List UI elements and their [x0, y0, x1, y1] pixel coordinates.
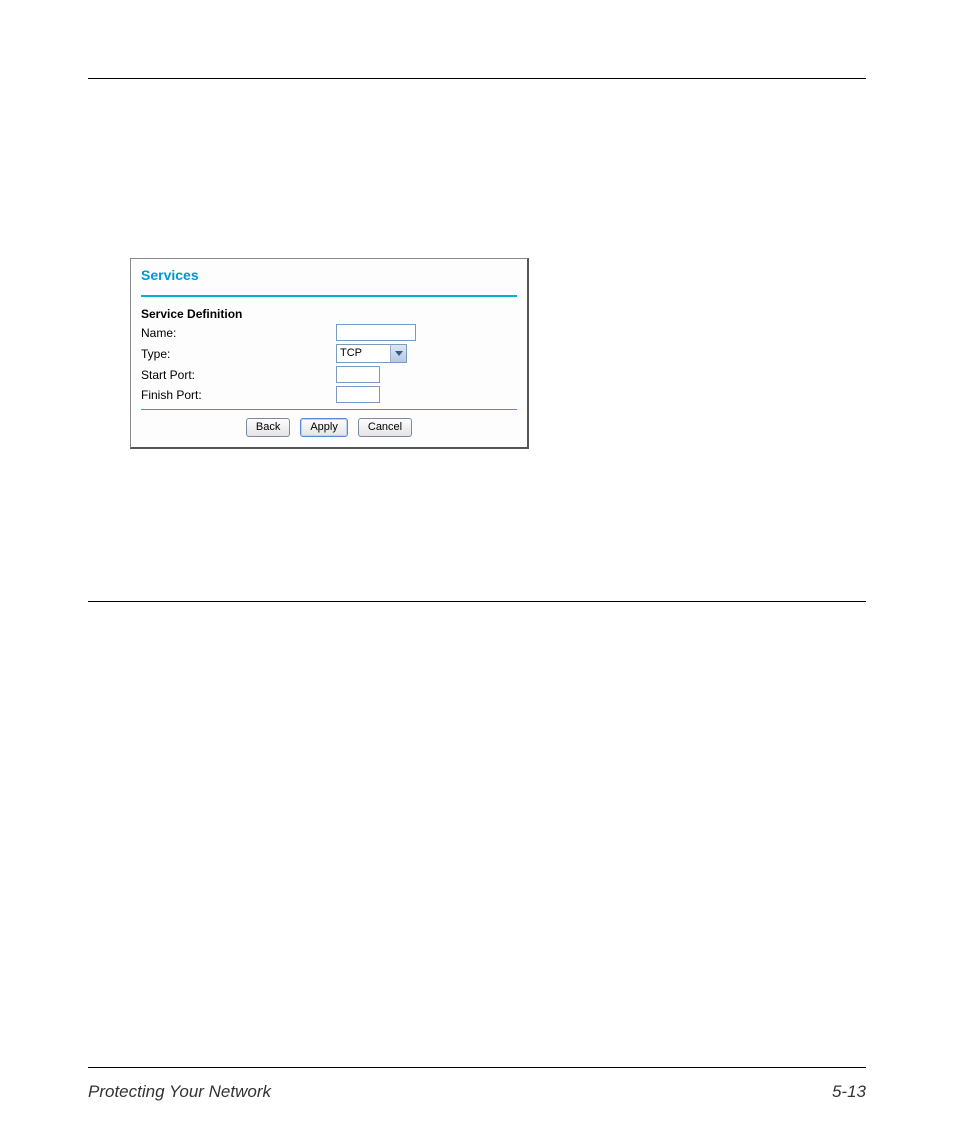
- row-start-port: Start Port:: [141, 366, 517, 383]
- panel-title: Services: [141, 265, 517, 289]
- apply-button[interactable]: Apply: [300, 418, 348, 437]
- mid-rule: [88, 601, 866, 602]
- type-select[interactable]: TCP: [336, 344, 407, 363]
- row-name: Name:: [141, 324, 517, 341]
- back-button[interactable]: Back: [246, 418, 290, 437]
- section-header: Service Definition: [141, 307, 517, 321]
- cancel-button[interactable]: Cancel: [358, 418, 412, 437]
- label-start-port: Start Port:: [141, 368, 336, 382]
- row-finish-port: Finish Port:: [141, 386, 517, 403]
- chevron-down-icon: [390, 345, 406, 362]
- name-input[interactable]: [336, 324, 416, 341]
- button-row: Back Apply Cancel: [141, 418, 517, 437]
- label-finish-port: Finish Port:: [141, 388, 336, 402]
- row-type: Type: TCP: [141, 344, 517, 363]
- finish-port-input[interactable]: [336, 386, 380, 403]
- type-select-value: TCP: [337, 345, 390, 362]
- label-name: Name:: [141, 326, 336, 340]
- services-panel: Services Service Definition Name: Type: …: [130, 258, 529, 449]
- divider-thin: [141, 409, 517, 410]
- divider-thick: [141, 295, 517, 297]
- top-rule: [88, 78, 866, 79]
- footer-right: 5-13: [832, 1082, 866, 1102]
- bottom-rule: [88, 1067, 866, 1068]
- start-port-input[interactable]: [336, 366, 380, 383]
- footer-left: Protecting Your Network: [88, 1082, 271, 1102]
- label-type: Type:: [141, 347, 336, 361]
- page-footer: Protecting Your Network 5-13: [88, 1082, 866, 1102]
